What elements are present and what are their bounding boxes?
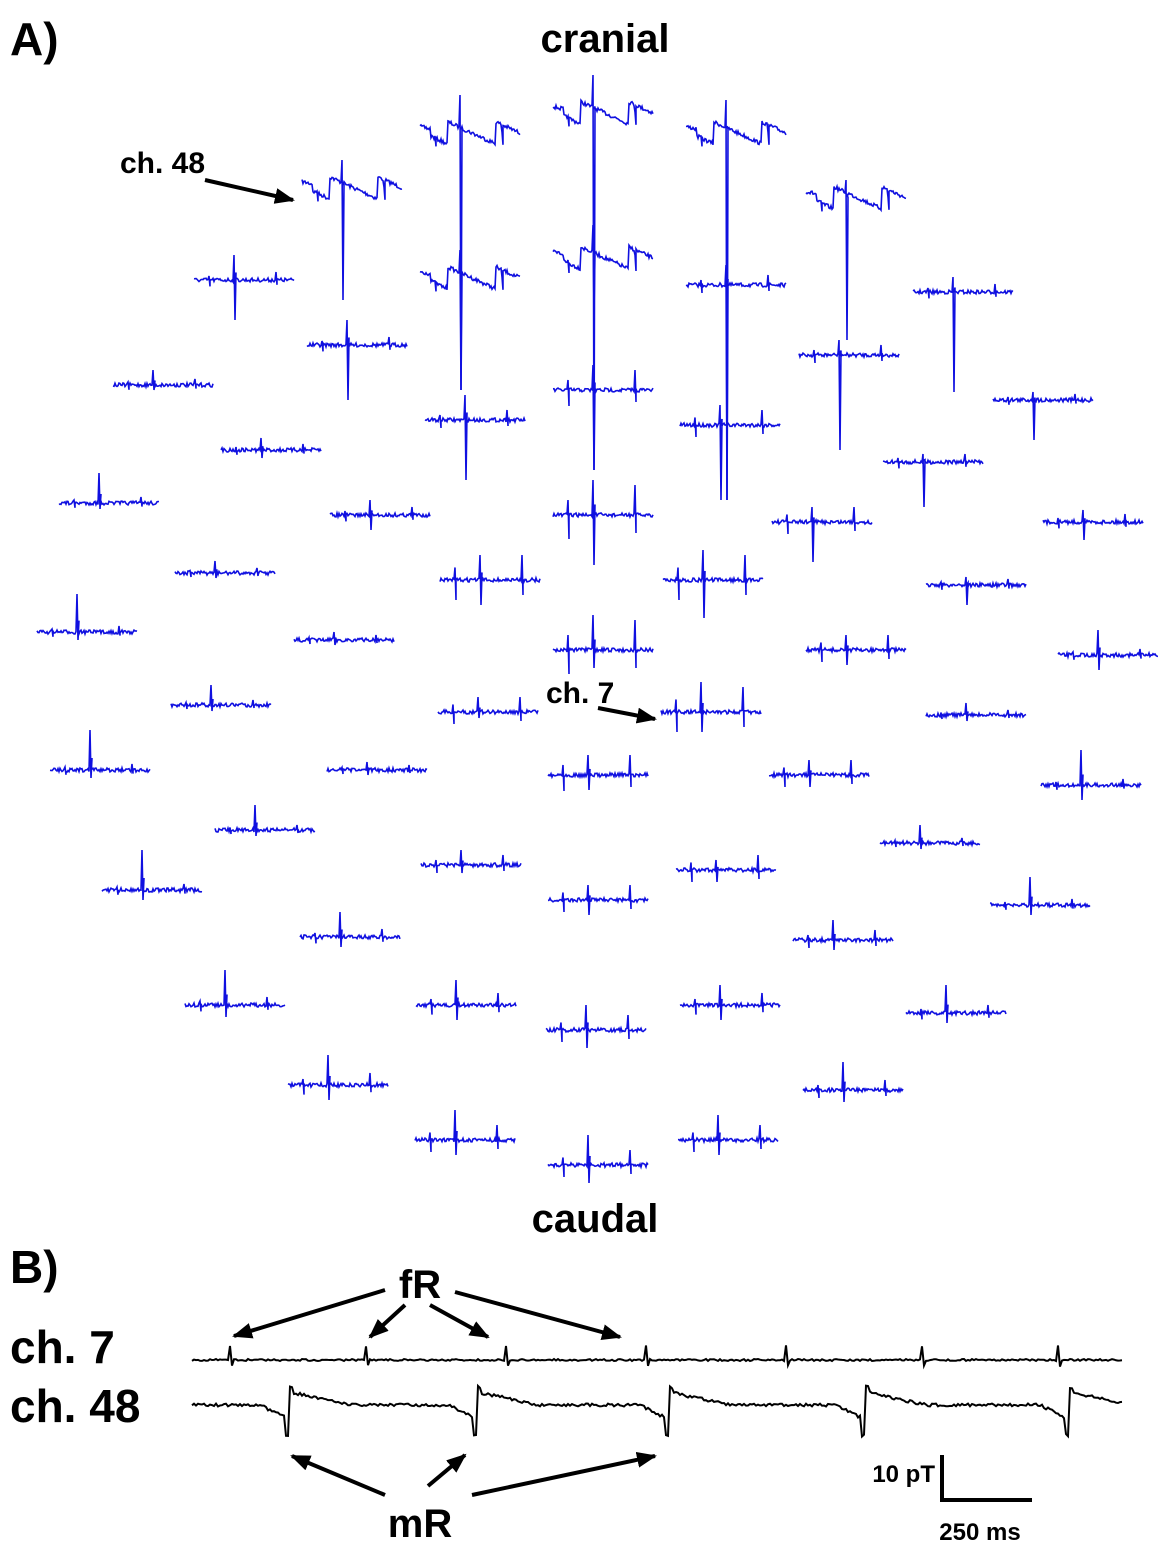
orientation-label: caudal <box>532 1197 659 1241</box>
waveform <box>679 984 781 1021</box>
waveform <box>419 94 521 391</box>
channel-label: ch. 7 <box>10 1321 115 1373</box>
waveform <box>879 824 981 850</box>
waveform <box>193 254 295 321</box>
waveform <box>36 593 138 641</box>
callout-arrow <box>204 178 295 204</box>
waveform <box>439 554 541 606</box>
waveform <box>301 159 403 301</box>
mcg-traces <box>36 74 1158 1184</box>
waveform <box>329 499 431 531</box>
waveform <box>552 224 654 311</box>
waveform <box>220 437 322 459</box>
waveform <box>287 1054 389 1101</box>
waveform <box>677 1114 779 1156</box>
waveform <box>420 849 522 874</box>
waveform <box>989 876 1091 916</box>
marker-label: mR <box>388 1502 453 1546</box>
scale-label: 10 pT <box>872 1461 935 1488</box>
waveform <box>547 884 649 916</box>
waveform <box>170 684 272 712</box>
waveform <box>414 1109 516 1156</box>
waveform <box>805 179 907 341</box>
waveform <box>905 984 1007 1024</box>
waveform <box>552 614 654 675</box>
waveform <box>214 804 316 837</box>
waveform <box>299 911 401 948</box>
waveform <box>547 1134 649 1184</box>
waveform <box>992 391 1094 441</box>
waveform <box>802 1061 904 1103</box>
waveform <box>771 506 873 563</box>
waveform <box>912 276 1014 393</box>
waveform <box>552 479 654 566</box>
waveform <box>679 404 781 501</box>
waveform <box>925 702 1027 722</box>
waveform <box>174 560 276 579</box>
scale-label: 250 ms <box>939 1519 1020 1546</box>
waveform <box>552 74 654 471</box>
waveform <box>191 1383 1123 1439</box>
channel-callout: ch. 7 <box>546 677 614 710</box>
waveform <box>662 549 764 619</box>
waveform <box>805 634 907 666</box>
waveform <box>675 854 777 883</box>
waveform <box>1042 509 1144 541</box>
waveform <box>49 729 151 779</box>
waveform <box>191 1345 1123 1370</box>
waveform <box>424 394 526 481</box>
waveform <box>437 696 539 725</box>
channel-callout: ch. 48 <box>120 147 205 180</box>
waveform <box>293 631 395 646</box>
waveform <box>1057 629 1158 671</box>
callout-arrow <box>597 706 657 724</box>
channel-label: ch. 48 <box>10 1380 140 1432</box>
waveform <box>685 99 787 501</box>
marker-arrows <box>232 1288 657 1497</box>
waveform <box>326 761 428 776</box>
mcg-strip <box>191 1345 1123 1439</box>
panel-label: B) <box>10 1241 59 1293</box>
waveform <box>925 576 1027 606</box>
waveform <box>768 759 870 788</box>
waveform <box>415 979 517 1021</box>
waveform <box>685 264 787 501</box>
panel-label: A) <box>10 13 59 65</box>
waveform <box>545 1004 647 1049</box>
waveform <box>882 453 984 508</box>
waveform <box>660 681 762 733</box>
waveform <box>58 472 160 510</box>
marker-label: fR <box>399 1263 441 1307</box>
waveform <box>798 339 900 451</box>
scale-bar <box>940 1455 1032 1502</box>
waveform <box>306 319 408 401</box>
waveform <box>792 919 894 951</box>
waveform <box>552 364 654 471</box>
orientation-label: cranial <box>541 17 670 61</box>
waveform <box>547 754 649 792</box>
waveform <box>112 369 214 391</box>
waveform <box>419 249 521 391</box>
waveform <box>184 969 286 1018</box>
waveform <box>101 849 203 901</box>
waveform <box>1040 749 1142 801</box>
